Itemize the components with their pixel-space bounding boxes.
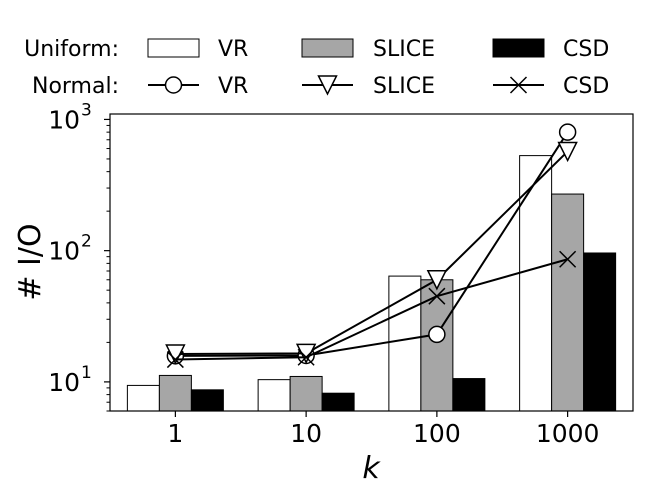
bar-vr-100	[388, 275, 422, 412]
legend-label-csd: CSD	[563, 37, 609, 62]
legend-marker-csd	[509, 76, 528, 94]
bar-vr-10	[257, 379, 291, 412]
y-tick-exponent: 3	[81, 100, 92, 120]
point-csd-1	[166, 351, 184, 369]
legend-label-vr: VR	[218, 74, 248, 99]
bar-slice-10	[289, 375, 323, 412]
bar-vr-1	[126, 384, 160, 412]
legend-swatch-csd	[492, 38, 545, 58]
point-csd-100	[428, 287, 446, 305]
y-tick-label: 10	[48, 237, 80, 266]
y-tick-label: 10	[48, 105, 80, 134]
legend-label-slice: SLICE	[373, 37, 435, 62]
y-tick-label: 10	[48, 368, 80, 397]
legend-marker-vr	[164, 76, 183, 94]
point-slice-100	[426, 270, 448, 291]
bar-csd-1	[190, 389, 224, 412]
point-vr-100	[428, 325, 446, 344]
x-tick-label: 10	[290, 419, 322, 448]
legend-swatch-vr	[147, 38, 200, 58]
line-vr	[175, 131, 569, 357]
line-csd	[175, 258, 568, 361]
point-slice-1000	[557, 141, 578, 163]
bar-csd-1000	[583, 252, 617, 412]
line-slice	[175, 150, 569, 356]
bar-csd-10	[321, 392, 355, 412]
point-vr-1000	[558, 123, 577, 141]
bar-slice-100	[420, 279, 454, 412]
point-csd-10	[297, 348, 315, 366]
x-axis-label: k	[362, 451, 381, 486]
x-tick-label: 1000	[536, 419, 600, 448]
bar-csd-100	[452, 378, 486, 412]
legend-row-label: Normal:	[32, 74, 119, 99]
y-tick-exponent: 2	[81, 232, 92, 252]
bar-slice-1000	[551, 193, 585, 412]
point-csd-1000	[559, 250, 577, 268]
x-tick-label: 100	[413, 419, 461, 448]
y-tick-exponent: 1	[81, 363, 92, 383]
legend-swatch-slice	[301, 38, 354, 58]
legend-label-vr: VR	[218, 37, 248, 62]
plot-frame	[109, 113, 634, 412]
legend-label-csd: CSD	[563, 74, 609, 99]
legend-marker-slice	[317, 75, 338, 96]
legend: Uniform: Normal: VR SLICE CSD VR SLICE CSD	[24, 37, 609, 99]
bar-slice-1	[158, 374, 192, 412]
legend-row-label: Uniform:	[24, 37, 119, 62]
legend-label-slice: SLICE	[373, 74, 435, 99]
y-axis-label: # I/O	[13, 223, 48, 300]
x-tick-label: 1	[167, 419, 183, 448]
plot-area	[126, 123, 617, 412]
